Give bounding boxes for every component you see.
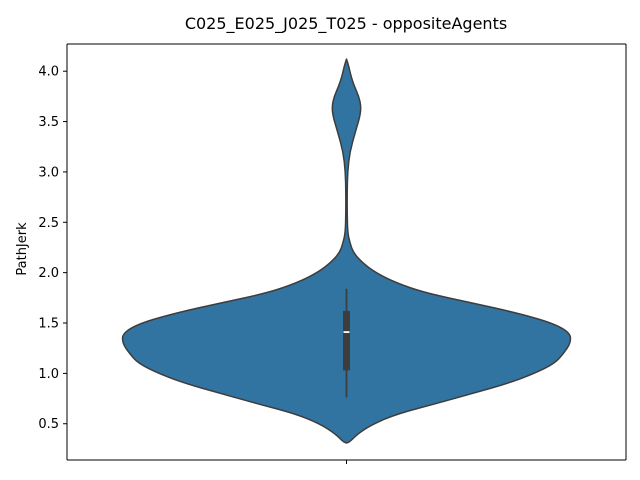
y-tick-label: 1.5 [38,317,59,332]
violin-iqr-box-0 [343,310,350,371]
y-axis-label: PathJerk [15,222,30,276]
y-tick-label: 0.5 [38,417,59,432]
violin-body-0 [121,58,572,444]
y-tick-label: 4.0 [38,65,59,80]
y-tick-label: 1.0 [38,367,59,382]
y-tick-label: 3.5 [38,115,59,130]
y-tick-label: 2.0 [38,266,59,281]
plot-area [121,58,572,444]
chart-title: C025_E025_J025_T025 - oppositeAgents [185,14,507,34]
y-tick-label: 2.5 [38,216,59,231]
y-tick-label: 3.0 [38,165,59,180]
axes: 0.5 1.0 1.5 2.0 2.5 3.0 3.5 4.0 [38,43,627,464]
